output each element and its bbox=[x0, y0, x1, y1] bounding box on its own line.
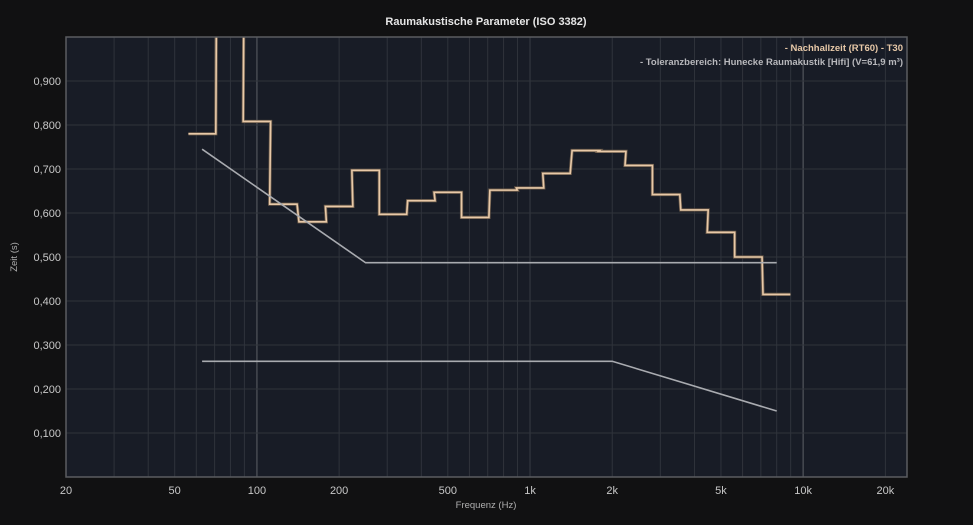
legend-tolerance: - Toleranzbereich: Hunecke Raumakustik [… bbox=[640, 57, 903, 68]
series-tolerance-upper bbox=[201, 148, 777, 264]
y-tick-label: 0,900 bbox=[33, 76, 61, 88]
y-tick-label: 0,300 bbox=[33, 340, 61, 352]
x-tick-label: 5k bbox=[715, 485, 727, 497]
x-tick-label: 20k bbox=[876, 485, 894, 497]
y-tick-label: 0,800 bbox=[33, 120, 61, 132]
y-tick-label: 0,600 bbox=[33, 208, 61, 220]
y-tick-label: 0,500 bbox=[33, 252, 61, 264]
y-axis-label: Zeit (s) bbox=[9, 242, 20, 272]
chart-title: Raumakustische Parameter (ISO 3382) bbox=[385, 16, 586, 28]
y-tick-label: 0,400 bbox=[33, 296, 61, 308]
x-tick-label: 50 bbox=[169, 485, 181, 497]
series-rt60-line bbox=[188, 37, 791, 296]
x-tick-label: 20 bbox=[60, 485, 72, 497]
x-tick-label: 200 bbox=[330, 485, 348, 497]
x-tick-label: 1k bbox=[524, 485, 536, 497]
x-tick-label: 100 bbox=[248, 485, 266, 497]
y-tick-label: 0,700 bbox=[33, 164, 61, 176]
y-tick-label: 0,100 bbox=[33, 428, 61, 440]
x-tick-label: 2k bbox=[606, 485, 618, 497]
series-tolerance-lower bbox=[202, 360, 777, 412]
y-tick-label: 0,200 bbox=[33, 384, 61, 396]
x-tick-label: 500 bbox=[439, 485, 457, 497]
x-tick-label: 10k bbox=[794, 485, 812, 497]
x-axis-label: Frequenz (Hz) bbox=[456, 500, 517, 511]
legend-rt60: - Nachhallzeit (RT60) - T30 bbox=[785, 43, 903, 54]
